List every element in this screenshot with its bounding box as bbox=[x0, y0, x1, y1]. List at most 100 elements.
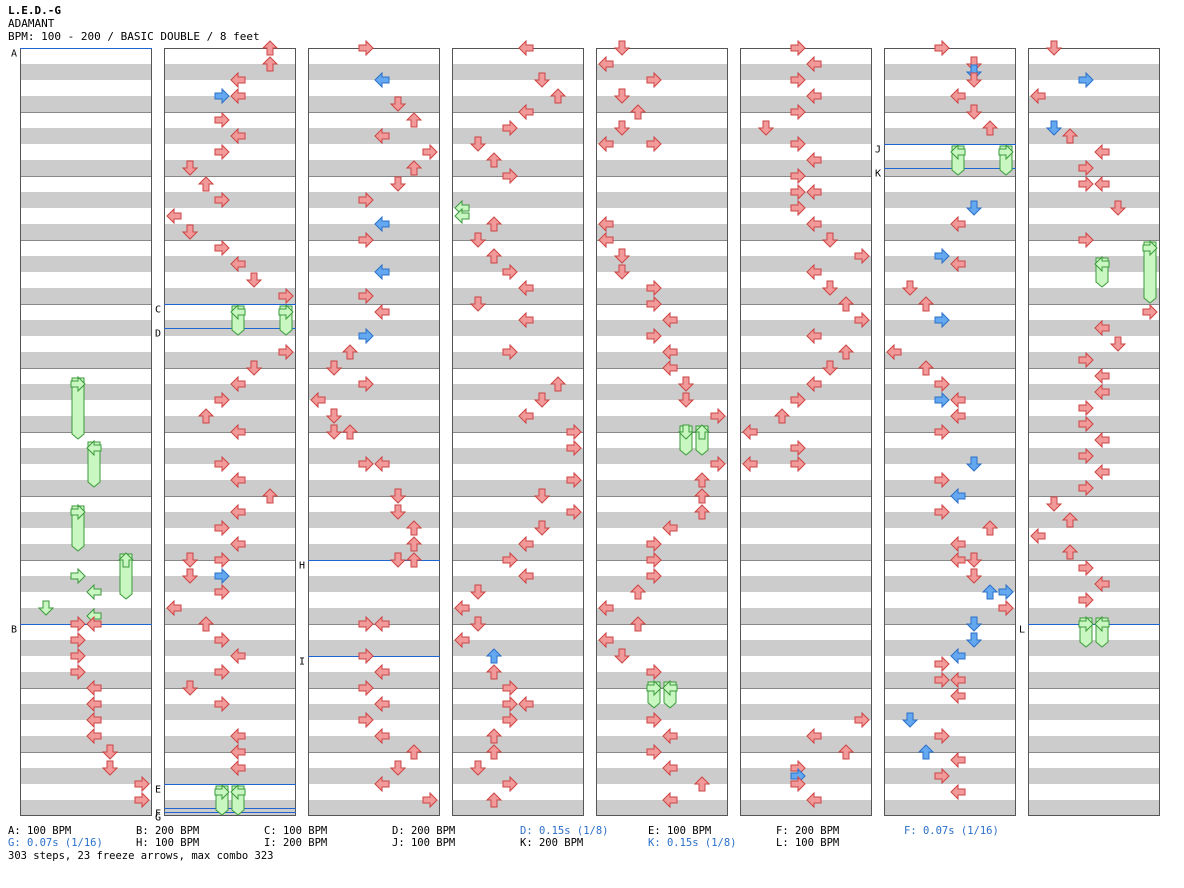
chart-column bbox=[452, 48, 584, 816]
step-arrow bbox=[230, 535, 246, 553]
beat-band bbox=[596, 736, 728, 752]
step-arrow bbox=[469, 760, 487, 776]
step-arrow bbox=[197, 408, 215, 424]
step-arrow bbox=[230, 743, 246, 761]
step-arrow bbox=[1030, 87, 1046, 105]
freeze-head-arrow bbox=[70, 503, 86, 521]
beat-band bbox=[452, 224, 584, 240]
beat-band bbox=[452, 288, 584, 304]
bpm-change-label: C bbox=[155, 305, 161, 316]
beat-band bbox=[164, 448, 296, 464]
beat-band bbox=[740, 128, 872, 144]
step-arrow bbox=[710, 407, 726, 425]
step-arrow bbox=[325, 408, 343, 424]
step-arrow bbox=[389, 504, 407, 520]
step-arrow bbox=[214, 111, 230, 129]
beat-band bbox=[20, 704, 152, 720]
freeze-arrow bbox=[693, 424, 711, 456]
step-arrow bbox=[693, 472, 711, 488]
freeze-arrow bbox=[1078, 615, 1094, 648]
step-arrow bbox=[901, 280, 919, 296]
beat-band bbox=[164, 672, 296, 688]
step-arrow bbox=[965, 456, 983, 472]
beat-band bbox=[1028, 320, 1160, 336]
step-arrow bbox=[1045, 120, 1063, 136]
beat-band bbox=[884, 64, 1016, 80]
beat-band bbox=[308, 480, 440, 496]
step-arrow bbox=[485, 248, 503, 264]
beat-band bbox=[884, 512, 1016, 528]
step-arrow bbox=[70, 567, 86, 585]
beat-band bbox=[1028, 352, 1160, 368]
beat-band bbox=[20, 128, 152, 144]
stop-legend-item: K: 0.15s (1/8) bbox=[648, 837, 737, 849]
freeze-arrow bbox=[230, 303, 246, 336]
step-arrow bbox=[1045, 40, 1063, 56]
step-arrow bbox=[405, 160, 423, 176]
step-arrow bbox=[965, 568, 983, 584]
chart-footer: A: 100 BPM B: 200 BPM C: 100 BPM D: 200 BPM… bbox=[8, 825, 1032, 862]
beat-band bbox=[20, 544, 152, 560]
step-arrow bbox=[950, 407, 966, 425]
beat-band bbox=[1028, 192, 1160, 208]
step-arrow bbox=[950, 487, 966, 505]
freeze-arrow bbox=[677, 424, 695, 456]
beat-band bbox=[596, 448, 728, 464]
step-arrow bbox=[230, 423, 246, 441]
beat-band bbox=[20, 640, 152, 656]
step-arrow bbox=[405, 112, 423, 128]
step-arrow bbox=[374, 727, 390, 745]
step-arrow bbox=[806, 375, 822, 393]
step-arrow bbox=[981, 584, 999, 600]
beat-band bbox=[884, 768, 1016, 784]
beat-band bbox=[164, 256, 296, 272]
step-arrow bbox=[230, 127, 246, 145]
beat-band bbox=[452, 768, 584, 784]
step-arrow bbox=[214, 663, 230, 681]
step-arrow bbox=[325, 424, 343, 440]
step-arrow bbox=[790, 103, 806, 121]
beat-band bbox=[740, 416, 872, 432]
stop-legend-item: F: 0.07s (1/16) bbox=[904, 825, 999, 837]
beat-band bbox=[596, 384, 728, 400]
step-arrow bbox=[422, 791, 438, 809]
step-arrow bbox=[518, 311, 534, 329]
step-arrow bbox=[549, 376, 567, 392]
beat-band bbox=[20, 64, 152, 80]
step-arrow bbox=[1094, 319, 1110, 337]
step-arrow bbox=[981, 120, 999, 136]
beat-band bbox=[740, 544, 872, 560]
step-arrow bbox=[1078, 351, 1094, 369]
beat-band bbox=[308, 608, 440, 624]
step-arrow bbox=[502, 695, 518, 713]
step-arrow bbox=[341, 344, 359, 360]
step-arrow bbox=[181, 160, 199, 176]
step-arrow bbox=[549, 88, 567, 104]
beat-band bbox=[1028, 544, 1160, 560]
step-arrow bbox=[806, 151, 822, 169]
step-arrow bbox=[837, 744, 855, 760]
step-arrow bbox=[261, 40, 279, 56]
beat-band bbox=[884, 480, 1016, 496]
beat-band bbox=[164, 192, 296, 208]
bpm-change-label: J bbox=[875, 145, 881, 156]
beat-band bbox=[740, 384, 872, 400]
step-arrow bbox=[662, 519, 678, 537]
step-arrow bbox=[965, 200, 983, 216]
beat-band bbox=[596, 512, 728, 528]
bpm-legend-item: K: 200 BPM bbox=[520, 837, 584, 849]
beat-band bbox=[1028, 576, 1160, 592]
step-arrow bbox=[1078, 231, 1094, 249]
step-arrow bbox=[1094, 575, 1110, 593]
step-arrow bbox=[934, 311, 950, 329]
step-arrow bbox=[646, 71, 662, 89]
step-arrow bbox=[742, 455, 758, 473]
step-arrow bbox=[1094, 463, 1110, 481]
legend-row: A: 100 BPM B: 200 BPM C: 100 BPM D: 200 BPM… bbox=[8, 825, 1032, 837]
step-arrow bbox=[278, 343, 294, 361]
step-arrow bbox=[341, 424, 359, 440]
step-arrow bbox=[950, 87, 966, 105]
beat-band bbox=[596, 768, 728, 784]
beat-band bbox=[452, 64, 584, 80]
freeze-head-arrow bbox=[117, 552, 135, 568]
